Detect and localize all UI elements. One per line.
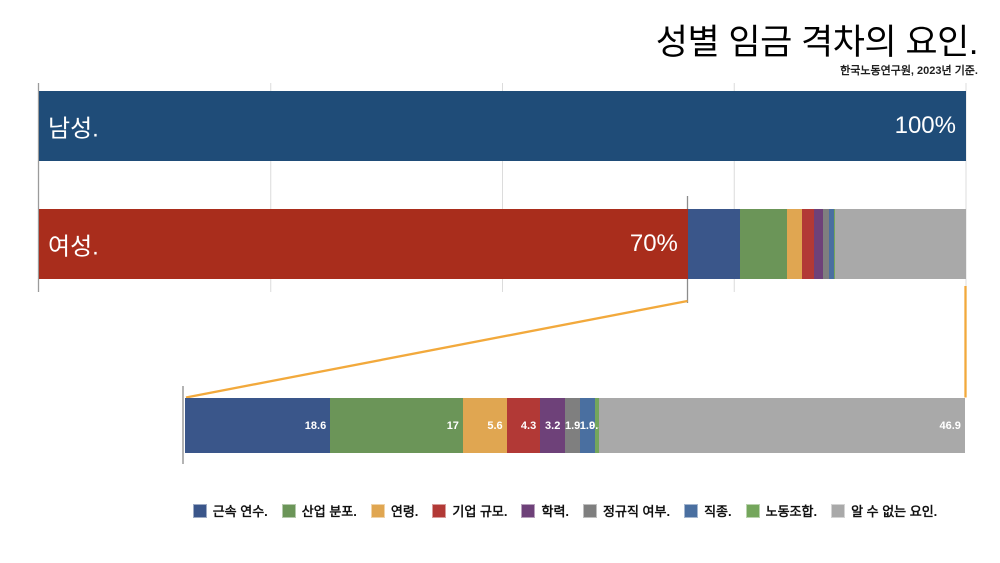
- detail-segment: 3.2: [540, 398, 566, 453]
- legend-swatch: [281, 503, 296, 518]
- detail-segment-value: 46.9: [939, 419, 961, 432]
- female-bar-label: 여성.: [48, 233, 99, 261]
- legend-item: 정규직 여부.: [583, 501, 670, 520]
- legend-label: 근속 연수.: [212, 504, 268, 519]
- legend-item: 기업 규모.: [432, 501, 507, 520]
- female-gap-segment: [786, 209, 803, 279]
- legend-swatch: [370, 503, 385, 518]
- legend-swatch: [583, 503, 598, 518]
- legend-label: 연령.: [390, 504, 419, 519]
- detail-segment-value: 18.6: [304, 419, 327, 432]
- detail-segment-value: 1.9: [564, 419, 581, 432]
- detail-segment-value: 17: [446, 419, 459, 432]
- female-gap-segment: [814, 209, 824, 279]
- female-bar-paid-segment: 여성. 70%: [39, 209, 688, 279]
- detail-segment: 17: [330, 398, 463, 453]
- legend-label: 기업 규모.: [452, 504, 508, 519]
- legend-label: 노동조합.: [765, 504, 818, 519]
- female-bar: 여성. 70%: [39, 209, 966, 279]
- detail-segment-value: 4.3: [520, 419, 537, 432]
- female-gap-segment: [802, 209, 815, 279]
- detail-segment: 18.6: [185, 398, 331, 453]
- legend-item: 연령.: [370, 501, 419, 520]
- female-gap-segment: [687, 209, 740, 279]
- legend: 근속 연수. 산업 분포. 연령. 기업 규모. 학력. 정규직 여부. 직종. 노동조합. 알…: [150, 501, 980, 520]
- legend-item: 알 수 없는 요인.: [831, 501, 937, 520]
- legend-label: 직종.: [704, 504, 732, 519]
- detail-segment-value: 5.6: [487, 419, 503, 432]
- legend-label: 알 수 없는 요인.: [851, 504, 938, 519]
- legend-label: 학력.: [541, 504, 570, 519]
- male-bar-value: 100%: [894, 112, 956, 139]
- legend-swatch: [745, 503, 760, 518]
- zoom-connector-left: [185, 299, 688, 399]
- detail-segment: 4.3: [506, 398, 541, 453]
- male-bar: 남성. 100%: [39, 91, 966, 161]
- legend-swatch: [521, 503, 536, 518]
- detail-segment: 1.9: [580, 398, 595, 453]
- legend-item: 노동조합.: [745, 501, 818, 520]
- detail-segment: 46.9: [598, 398, 965, 453]
- female-gap-segment: [828, 209, 834, 279]
- female-gap-segment: [835, 209, 966, 279]
- legend-label: 산업 분포.: [301, 504, 357, 519]
- female-gap-segment: [739, 209, 787, 279]
- legend-swatch: [432, 503, 447, 518]
- detail-segment: 5.6: [462, 398, 507, 453]
- detail-segment-value: 1.9: [579, 419, 596, 432]
- legend-item: 산업 분포.: [281, 501, 357, 520]
- legend-swatch: [684, 503, 699, 518]
- male-bar-label: 남성.: [48, 115, 99, 143]
- chart-source-caption: 한국노동연구원, 2023년 기준.: [840, 65, 978, 77]
- legend-item: 직종.: [684, 501, 732, 520]
- legend-label: 정규직 여부.: [603, 504, 671, 519]
- female-gap-segment: [833, 209, 836, 279]
- legend-item: 학력.: [521, 501, 569, 520]
- legend-swatch: [192, 503, 207, 518]
- female-bar-value: 70%: [629, 230, 678, 257]
- gap-breakdown-bar: 18.6 17 5.6 4.3 3.2 1.9 1.9 0.5 46.9: [185, 398, 965, 453]
- chart-title: 성별 임금 격차의 요인.: [655, 23, 979, 62]
- detail-segment-value: 3.2: [545, 419, 561, 432]
- detail-segment: 1.9: [565, 398, 580, 453]
- legend-item: 근속 연수.: [192, 501, 268, 520]
- legend-swatch: [831, 503, 846, 518]
- female-gap-segment: [823, 209, 829, 279]
